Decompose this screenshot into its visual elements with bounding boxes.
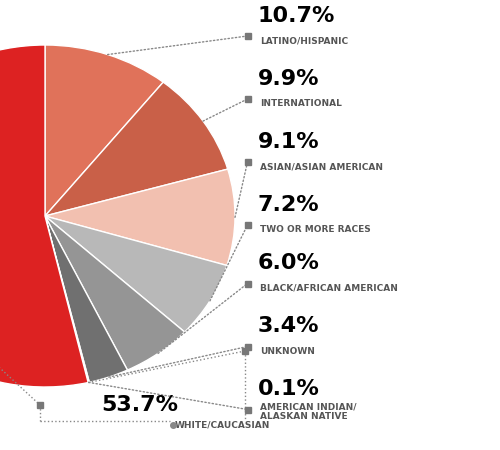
Text: 7.2%: 7.2% xyxy=(258,195,319,215)
Text: 9.1%: 9.1% xyxy=(258,132,319,152)
Text: WHITE/CAUCASIAN: WHITE/CAUCASIAN xyxy=(175,421,270,430)
Wedge shape xyxy=(45,216,227,332)
Text: 9.9%: 9.9% xyxy=(258,69,319,89)
Text: 10.7%: 10.7% xyxy=(258,6,335,26)
Text: INTERNATIONAL: INTERNATIONAL xyxy=(260,99,342,108)
Text: 0.1%: 0.1% xyxy=(258,379,320,399)
Text: ASIAN/ASIAN AMERICAN: ASIAN/ASIAN AMERICAN xyxy=(260,162,383,171)
Text: AMERICAN INDIAN/
ALASKAN NATIVE: AMERICAN INDIAN/ ALASKAN NATIVE xyxy=(260,402,356,422)
Text: 53.7%: 53.7% xyxy=(102,395,178,415)
Text: UNKNOWN: UNKNOWN xyxy=(260,346,315,356)
Wedge shape xyxy=(45,216,184,370)
Wedge shape xyxy=(45,216,90,382)
Text: BLACK/AFRICAN AMERICAN: BLACK/AFRICAN AMERICAN xyxy=(260,284,398,292)
Wedge shape xyxy=(45,169,235,266)
Wedge shape xyxy=(0,45,88,387)
Wedge shape xyxy=(45,45,163,216)
Text: TWO OR MORE RACES: TWO OR MORE RACES xyxy=(260,225,371,234)
Wedge shape xyxy=(45,82,228,216)
Text: LATINO/HISPANIC: LATINO/HISPANIC xyxy=(260,36,348,45)
Text: 6.0%: 6.0% xyxy=(258,253,320,273)
Text: 3.4%: 3.4% xyxy=(258,316,319,336)
Wedge shape xyxy=(45,216,128,382)
